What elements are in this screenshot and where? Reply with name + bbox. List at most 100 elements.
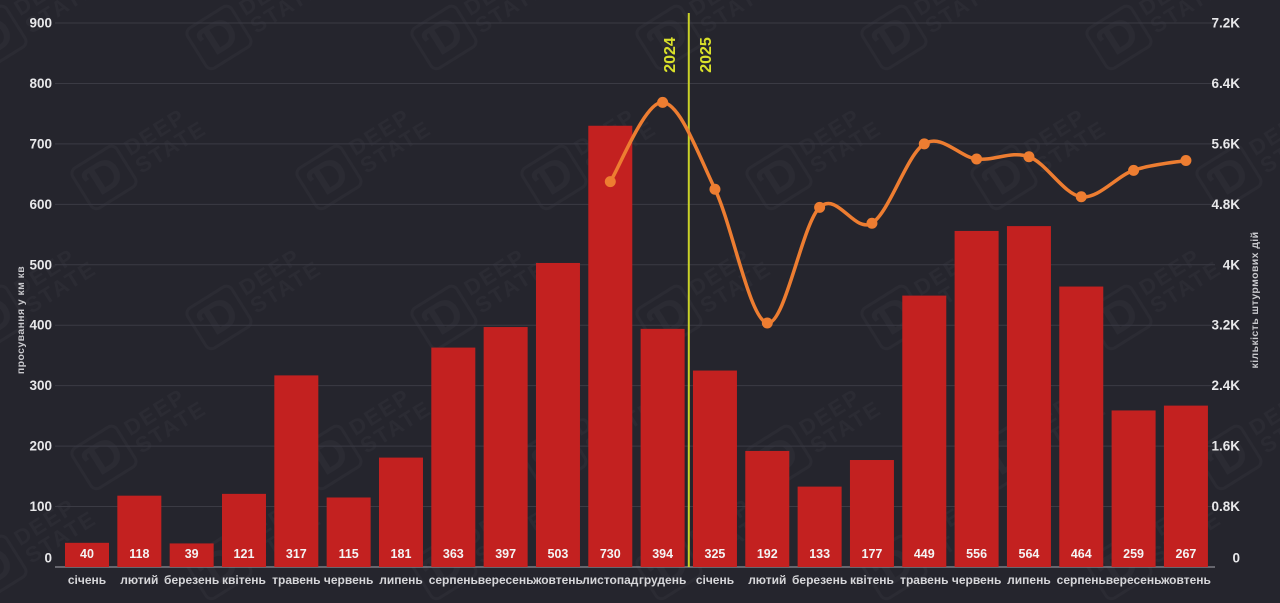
x-axis-tick-label: вересень bbox=[1106, 573, 1162, 587]
right-axis-tick-label: 6.4K bbox=[1211, 76, 1240, 91]
bar-value-label: 464 bbox=[1071, 547, 1092, 561]
x-axis-tick-label: квітень bbox=[850, 573, 894, 587]
bar-16 bbox=[902, 295, 947, 567]
x-axis-tick-label: червень bbox=[324, 573, 374, 587]
left-axis-tick-label: 500 bbox=[29, 257, 52, 272]
right-axis-tick-label: 0 bbox=[1232, 551, 1240, 566]
x-axis-tick-label: серпень bbox=[429, 573, 478, 587]
bar-value-label: 39 bbox=[185, 547, 199, 561]
bar-0 bbox=[65, 542, 109, 567]
x-axis-tick-label: липень bbox=[379, 573, 423, 587]
bar-12 bbox=[692, 370, 737, 567]
line-point bbox=[709, 183, 721, 195]
left-axis-title: просування у км кв bbox=[15, 265, 27, 375]
x-axis-tick-label: лютий bbox=[748, 573, 786, 587]
line-point bbox=[971, 153, 983, 165]
bar-value-label: 397 bbox=[495, 547, 516, 561]
line-point bbox=[604, 176, 616, 188]
line-point bbox=[657, 96, 669, 108]
bar-value-label: 192 bbox=[757, 547, 778, 561]
bar-value-label: 363 bbox=[443, 547, 464, 561]
bar-value-label: 394 bbox=[652, 547, 673, 561]
line-point bbox=[1075, 191, 1087, 203]
bar-value-label: 40 bbox=[80, 547, 94, 561]
right-axis-tick-label: 5.6K bbox=[1211, 136, 1240, 151]
left-axis-tick-label: 900 bbox=[29, 16, 52, 31]
x-axis-tick-label: січень bbox=[68, 573, 106, 587]
bar-value-label: 730 bbox=[600, 547, 621, 561]
bar-value-label: 133 bbox=[809, 547, 830, 561]
x-axis-tick-label: грудень bbox=[639, 573, 686, 587]
right-axis-tick-label: 2.4K bbox=[1211, 378, 1240, 393]
bar-value-label: 121 bbox=[234, 547, 255, 561]
x-axis-tick-label: вересень bbox=[478, 573, 534, 587]
x-axis-tick-label: серпень bbox=[1057, 573, 1106, 587]
bar-14 bbox=[797, 486, 842, 567]
bar-11 bbox=[640, 328, 685, 567]
bar-value-label: 556 bbox=[966, 547, 987, 561]
x-axis-tick-label: травень bbox=[272, 573, 320, 587]
bar-17 bbox=[954, 230, 999, 567]
bar-value-label: 181 bbox=[391, 547, 412, 561]
left-axis-tick-label: 700 bbox=[29, 136, 52, 151]
bar-value-label: 325 bbox=[705, 547, 726, 561]
x-axis-tick-label: березень bbox=[792, 573, 847, 587]
bar-value-label: 564 bbox=[1019, 547, 1040, 561]
bar-15 bbox=[849, 460, 894, 567]
bar-13 bbox=[745, 450, 790, 567]
left-axis-tick-label: 200 bbox=[29, 439, 52, 454]
right-axis-tick-label: 7.2K bbox=[1211, 16, 1240, 31]
line-point bbox=[1023, 151, 1035, 163]
year-label-2024: 2024 bbox=[662, 37, 679, 73]
bar-21 bbox=[1163, 405, 1208, 567]
bar-5 bbox=[326, 497, 371, 567]
x-axis-tick-label: жовтень bbox=[532, 573, 583, 587]
bar-3 bbox=[221, 493, 266, 567]
bar-value-label: 177 bbox=[862, 547, 883, 561]
bar-6 bbox=[378, 457, 423, 567]
right-axis-tick-label: 4.8K bbox=[1211, 197, 1240, 212]
bar-value-label: 317 bbox=[286, 547, 307, 561]
bar-20 bbox=[1111, 410, 1156, 567]
bar-18 bbox=[1006, 226, 1051, 568]
right-axis-tick-label: 0.8K bbox=[1211, 499, 1240, 514]
left-axis-tick-label: 0 bbox=[44, 551, 52, 566]
bar-10 bbox=[588, 125, 633, 567]
line-point bbox=[1180, 155, 1192, 167]
left-axis-tick-label: 600 bbox=[29, 197, 52, 212]
bar-19 bbox=[1059, 286, 1104, 567]
line-point bbox=[918, 138, 930, 150]
x-axis-tick-label: квітень bbox=[222, 573, 266, 587]
line-point bbox=[761, 317, 773, 329]
bar-value-label: 503 bbox=[548, 547, 569, 561]
x-axis-tick-label: листопад bbox=[582, 573, 639, 587]
bar-value-label: 115 bbox=[339, 547, 359, 561]
right-axis-title: кількість штурмових дій bbox=[1249, 231, 1261, 369]
year-label-2025: 2025 bbox=[698, 37, 715, 73]
bar-7 bbox=[431, 347, 476, 567]
x-axis-tick-label: жовтень bbox=[1160, 573, 1211, 587]
right-axis-tick-label: 3.2K bbox=[1211, 318, 1240, 333]
x-axis-tick-label: січень bbox=[696, 573, 734, 587]
bar-8 bbox=[483, 327, 528, 567]
right-axis-tick-label: 1.6K bbox=[1211, 439, 1240, 454]
bar-9 bbox=[535, 262, 580, 567]
x-axis-tick-label: травень bbox=[900, 573, 948, 587]
left-axis-tick-label: 400 bbox=[29, 318, 52, 333]
bar-value-label: 449 bbox=[914, 547, 935, 561]
line-point bbox=[1128, 164, 1140, 176]
left-axis-tick-label: 800 bbox=[29, 76, 52, 91]
x-axis-tick-label: березень bbox=[164, 573, 219, 587]
line-point bbox=[814, 201, 826, 213]
x-axis-tick-label: лютий bbox=[120, 573, 158, 587]
bar-1 bbox=[117, 495, 162, 567]
right-axis-tick-label: 4K bbox=[1223, 257, 1241, 272]
left-axis-tick-label: 300 bbox=[29, 378, 52, 393]
bar-4 bbox=[274, 375, 319, 567]
bar-2 bbox=[169, 543, 214, 567]
bar-value-label: 259 bbox=[1123, 547, 1144, 561]
left-axis-tick-label: 100 bbox=[29, 499, 52, 514]
x-axis-tick-label: липень bbox=[1007, 573, 1051, 587]
